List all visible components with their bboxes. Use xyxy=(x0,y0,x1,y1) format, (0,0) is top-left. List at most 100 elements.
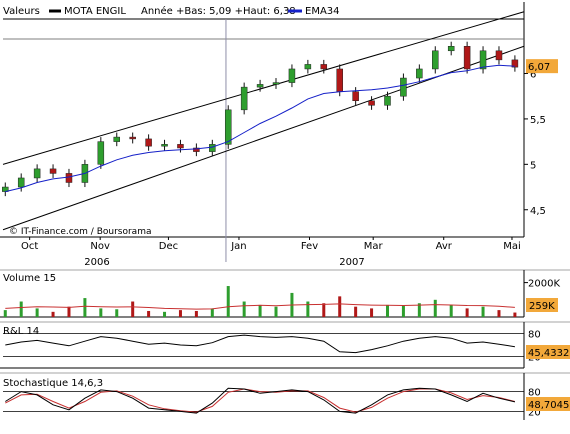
rsi-title: R&L 14 xyxy=(3,326,39,337)
volume-bar xyxy=(131,301,135,317)
symbol-name: MOTA ENGIL xyxy=(64,6,126,17)
volume-bar xyxy=(67,306,71,317)
volume-tick-label: 2000K xyxy=(528,279,560,290)
stoch-tick-label: 20 xyxy=(528,407,541,418)
candle-body xyxy=(2,186,9,192)
rsi-tick-label: 80 xyxy=(528,330,541,341)
volume-bar xyxy=(449,304,453,317)
candle-body xyxy=(479,50,487,70)
channel-upper-line xyxy=(2,11,525,165)
price-tick-label: 5,5 xyxy=(530,115,546,126)
month-label: Mar xyxy=(364,241,384,252)
volume-bar xyxy=(306,301,310,317)
candle-body xyxy=(288,68,296,83)
stoch-title: Stochastique 14,6,3 xyxy=(3,378,103,389)
candle-body xyxy=(304,64,312,70)
volume-ma-line xyxy=(5,303,515,310)
volume-bar xyxy=(226,286,230,317)
candle-body xyxy=(495,50,503,61)
stoch-k-line xyxy=(5,387,516,414)
volume-bar xyxy=(163,311,167,317)
month-label: Nov xyxy=(90,241,110,252)
volume-bar xyxy=(322,303,326,317)
candle-body xyxy=(256,84,264,88)
price-tick-label: 6 xyxy=(530,70,536,81)
candle-body xyxy=(352,91,359,101)
volume-bar xyxy=(178,310,182,317)
valeurs-label: Valeurs xyxy=(3,6,40,17)
candle-body xyxy=(224,109,232,145)
range-text: Année +Bas: 5,09 +Haut: 6,38 xyxy=(141,5,296,17)
month-label: Jan xyxy=(230,241,246,252)
candle-body xyxy=(240,86,248,111)
volume-bar xyxy=(51,311,55,317)
year-label: 2007 xyxy=(339,257,364,268)
stoch-last-value: 48,7045 xyxy=(528,400,569,411)
candle-body xyxy=(416,68,423,79)
volume-title: Volume 15 xyxy=(3,273,56,284)
volume-last-badge xyxy=(526,298,558,312)
candle-body xyxy=(161,144,168,147)
stoch-tick-label: 80 xyxy=(528,388,541,399)
volume-bar xyxy=(370,308,374,317)
candle-body xyxy=(511,59,519,68)
volume-bar xyxy=(99,308,103,317)
month-label: Oct xyxy=(21,241,38,252)
candle-body xyxy=(432,50,439,70)
ema-legend-label: EMA34 xyxy=(305,6,340,17)
month-label: Fev xyxy=(301,241,318,252)
candle-body xyxy=(177,144,184,149)
price-tick-label: 4,5 xyxy=(530,206,546,217)
watermark: © IT-Finance.com / Boursorama xyxy=(9,227,151,237)
candle-body xyxy=(463,46,471,70)
volume-bar xyxy=(3,310,7,317)
year-label: 2006 xyxy=(84,257,109,268)
volume-bar xyxy=(35,308,39,317)
candle-body xyxy=(17,177,25,188)
candle-body xyxy=(97,141,105,165)
candle-body xyxy=(193,147,200,152)
volume-bar xyxy=(497,310,501,317)
price-tick-label: 5 xyxy=(530,160,536,171)
candle-body xyxy=(209,144,216,152)
candle-body xyxy=(447,46,455,52)
candle-body xyxy=(320,64,328,70)
candle-body xyxy=(33,168,41,179)
volume-bar xyxy=(242,301,246,317)
candle-body xyxy=(336,68,343,92)
rsi-last-value: 45,4332 xyxy=(528,348,569,359)
last-price-badge xyxy=(526,59,558,74)
volume-bar xyxy=(338,296,342,317)
volume-bar xyxy=(354,306,358,317)
volume-bar xyxy=(481,306,485,317)
last-price-value: 6,07 xyxy=(528,62,550,73)
volume-bar xyxy=(147,310,151,317)
volume-bar xyxy=(210,308,214,317)
volume-bar xyxy=(115,309,119,317)
volume-bar xyxy=(194,310,198,317)
candle-body xyxy=(145,138,152,147)
volume-bar xyxy=(417,303,421,317)
rsi-line xyxy=(5,334,515,354)
candle-body xyxy=(384,95,391,106)
volume-last-value: 259K xyxy=(529,301,555,312)
stoch-last-badge xyxy=(526,397,570,411)
volume-bar xyxy=(465,308,469,317)
volume-bar xyxy=(401,305,405,317)
month-label: Mai xyxy=(503,241,521,252)
ema34-line xyxy=(5,64,515,193)
volume-bar xyxy=(274,306,278,317)
candle-body xyxy=(368,100,375,106)
candle-body xyxy=(113,136,121,142)
volume-bar xyxy=(385,304,389,317)
candle-body xyxy=(129,136,136,140)
candle-body xyxy=(65,173,73,183)
candle-body xyxy=(400,77,407,97)
volume-bar xyxy=(83,298,87,317)
month-label: Dec xyxy=(159,241,178,252)
month-label: Avr xyxy=(436,241,453,252)
candle-body xyxy=(49,168,57,174)
